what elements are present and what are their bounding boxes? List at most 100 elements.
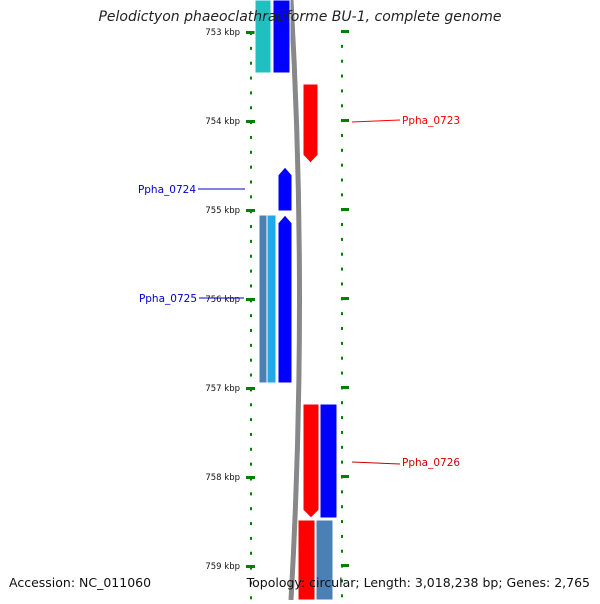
left-track-dot: [250, 329, 252, 332]
ruler-tick-major: [246, 209, 255, 212]
gene-block-teal: [254, 0, 272, 74]
ruler-tick-major: [246, 476, 255, 479]
left-track-dot: [250, 106, 252, 110]
gene-block-light: [266, 214, 277, 384]
left-track-dot: [250, 225, 252, 229]
right-track-dot: [341, 74, 343, 78]
left-track-dot: [250, 418, 252, 422]
right-track-dot: [341, 237, 343, 241]
gene-arrow-ppha-0724: [277, 166, 293, 212]
right-track-dot: [341, 178, 343, 182]
ruler-tick-outer: [341, 564, 349, 567]
right-track-dot: [341, 416, 343, 420]
ruler-tick-outer: [341, 119, 349, 122]
right-track-dot: [341, 223, 343, 227]
left-track-dot: [250, 358, 252, 362]
right-track-dot: [341, 534, 343, 538]
right-track-dot: [341, 460, 343, 464]
left-track-dot: [250, 536, 252, 540]
left-track-dot: [250, 551, 252, 555]
right-track-dot: [341, 341, 343, 345]
right-track-dot: [341, 505, 343, 509]
right-track-dot: [341, 430, 343, 434]
ruler-tick-outer: [341, 30, 349, 33]
gene-arrow-ppha-0726: [302, 403, 320, 519]
right-track-dot: [341, 282, 343, 286]
right-track-dot: [341, 356, 343, 360]
left-track-dot: [250, 269, 252, 273]
right-track-dot: [341, 59, 343, 63]
genome-backbone: [288, 0, 302, 601]
left-track-dot: [250, 61, 252, 65]
left-track-dot: [250, 566, 252, 570]
left-track-dot: [250, 596, 252, 600]
left-track-dot: [250, 373, 252, 377]
right-track-dot: [341, 594, 343, 598]
left-track-dot: [250, 165, 252, 169]
ruler-tick-major: [246, 565, 255, 568]
right-track-dot: [341, 371, 343, 375]
ruler-tick-outer: [341, 208, 349, 211]
ruler-tick-outer: [341, 297, 349, 300]
left-track-dot: [250, 314, 252, 318]
topology-summary: Topology: circular; Length: 3,018,238 bp…: [246, 575, 590, 590]
ruler-tick-label: 753 kbp: [205, 28, 240, 38]
gene-label-ppha-0725: Ppha_0725: [139, 293, 197, 305]
right-track-dot: [341, 252, 343, 256]
left-track-dot: [250, 180, 252, 184]
ruler-tick-major: [246, 298, 255, 301]
ruler-tick-label: 756 kbp: [205, 295, 240, 305]
accession-label: Accession: NC_011060: [9, 575, 152, 590]
callout-line-ppha-0723: [351, 119, 401, 123]
right-track-dot: [341, 579, 343, 583]
gene-label-ppha-0726: Ppha_0726: [402, 457, 460, 469]
gene-arrow-ppha-0725: [277, 214, 293, 384]
ruler-tick-major: [246, 31, 255, 34]
ruler-tick-label: 757 kbp: [205, 384, 240, 394]
gene-block-blue: [272, 0, 291, 74]
callout-line-ppha-0726: [351, 461, 401, 465]
right-track-dot: [341, 163, 343, 167]
left-track-dot: [250, 150, 252, 154]
right-track-dot: [341, 133, 343, 137]
left-track-dot: [250, 462, 252, 466]
ruler-tick-outer: [341, 386, 349, 389]
left-track-dot: [250, 135, 252, 139]
left-track-dot: [250, 195, 252, 199]
gene-label-ppha-0724: Ppha_0724: [138, 184, 196, 196]
left-track-dot: [250, 507, 252, 511]
left-track-dot: [250, 343, 252, 347]
right-track-dot: [341, 44, 343, 48]
ruler-tick-label: 759 kbp: [205, 562, 240, 572]
gene-label-ppha-0723: Ppha_0723: [402, 115, 460, 127]
left-track-dot: [250, 76, 252, 80]
ruler-tick-label: 758 kbp: [205, 473, 240, 483]
left-track-dot: [250, 284, 252, 288]
left-track-dot: [250, 254, 252, 258]
left-track-dot: [250, 91, 252, 95]
right-track-dot: [341, 148, 343, 152]
right-track-dot: [341, 490, 343, 494]
right-track-dot: [341, 104, 343, 108]
left-track-dot: [250, 447, 252, 451]
left-track-dot: [250, 581, 252, 585]
left-track-dot: [250, 432, 252, 436]
left-track-dot: [250, 239, 252, 243]
left-track-dot: [250, 492, 252, 496]
ruler-tick-label: 754 kbp: [205, 117, 240, 127]
right-track-dot: [341, 520, 343, 524]
right-track-dot: [341, 89, 343, 93]
ruler-tick-major: [246, 120, 255, 123]
right-track-dot: [341, 401, 343, 405]
right-track-dot: [341, 312, 343, 316]
ruler-tick-label: 755 kbp: [205, 206, 240, 216]
ruler-tick-major: [246, 387, 255, 390]
right-track-dot: [341, 549, 343, 553]
right-track-dot: [341, 445, 343, 449]
right-track-dot: [341, 327, 343, 330]
right-track-dot: [341, 193, 343, 197]
left-track-dot: [250, 403, 252, 407]
right-track-dot: [341, 267, 343, 271]
